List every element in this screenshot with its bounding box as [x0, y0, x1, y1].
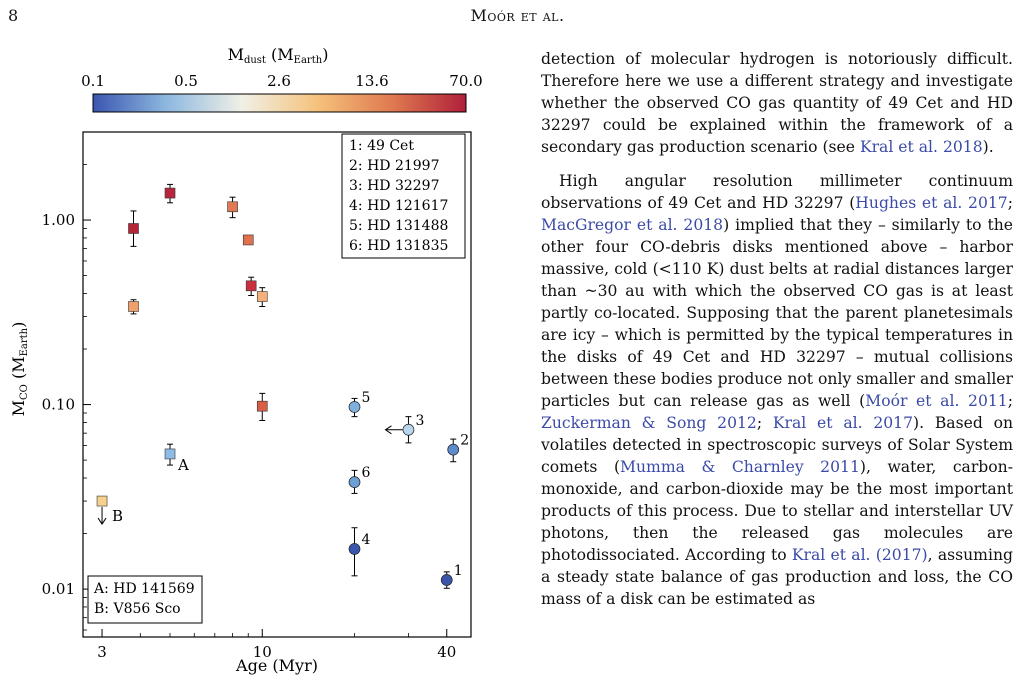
colorbar-tick-label: 13.6	[355, 72, 388, 90]
x-axis-label: Age (Myr)	[235, 656, 318, 675]
running-title-text: Moór et al.	[470, 6, 565, 25]
co-mass-vs-age-figure: Mdust (MEarth) 0.1 0.5 2.6 13.6 70.0 3 10 40 0.…	[9, 45, 483, 675]
paragraph-1: detection of molecular hydrogen is notor…	[541, 50, 1013, 156]
circle-data-point	[348, 543, 361, 555]
y-tick-label: 0.01	[42, 580, 75, 598]
legend-entry: 4: HD 121617	[349, 198, 448, 214]
point-label: 3	[415, 413, 424, 429]
colorbar-tick-label: 0.1	[81, 72, 105, 90]
circle-data-point	[447, 443, 460, 456]
colorbar-label-sub: dust	[244, 55, 266, 66]
circle-data-point	[440, 574, 453, 586]
running-title: Moór et al.	[0, 6, 1035, 25]
colorbar-label: Mdust (MEarth)	[228, 45, 329, 66]
colorbar-label-unit-close: )	[322, 45, 328, 64]
legend-numbers: 1: 49 Cet 2: HD 21997 3: HD 32297 4: HD 121…	[341, 133, 466, 259]
paragraph-2: High angular resolution millimeter conti…	[541, 172, 1013, 608]
square-data-point	[256, 400, 268, 412]
legend-entry: 2: HD 21997	[349, 158, 440, 174]
y-axis-label: MCO (MEarth)	[9, 322, 30, 417]
colorbar-tick-labels: 0.1 0.5 2.6 13.6 70.0	[81, 72, 483, 90]
point-label: A	[177, 456, 189, 474]
upper-limit-arrowhead	[97, 517, 107, 525]
citation-link[interactable]: Moór et al. 2011	[865, 392, 1008, 410]
citation-link[interactable]: Zuckerman & Song 2012	[541, 414, 757, 432]
point-label: 5	[361, 390, 370, 406]
y-tick-label: 0.10	[42, 396, 75, 414]
citation-link[interactable]: Hughes et al. 2017	[855, 194, 1008, 212]
x-tick-label: 10	[253, 643, 272, 661]
citation-link[interactable]: Kral et al. (2017)	[791, 546, 928, 564]
legend-entry: 1: 49 Cet	[349, 138, 414, 154]
plot-axes: 3 10 40 0.01 0.10 1.00	[42, 164, 456, 661]
citation-link[interactable]: Mumma & Charnley 2011	[620, 458, 860, 476]
square-data-point	[242, 234, 254, 246]
legend-entry: A: HD 141569	[93, 581, 195, 597]
square-data-point	[256, 291, 268, 302]
square-data-point	[245, 280, 257, 292]
plot-frame	[82, 131, 472, 638]
legend-entry: 3: HD 32297	[349, 178, 440, 194]
colorbar-tick-label: 0.5	[174, 72, 198, 90]
colorbar-label-main: M	[228, 45, 244, 64]
square-data-point	[128, 301, 139, 312]
x-tick-label: 40	[437, 643, 456, 661]
citation-link[interactable]: MacGregor et al. 2018	[541, 216, 724, 234]
body-text: detection of molecular hydrogen is notor…	[541, 48, 1013, 610]
colorbar-label-unit-open: (M	[266, 45, 294, 64]
point-label: 4	[361, 532, 370, 548]
y-tick-label: 1.00	[42, 211, 75, 229]
point-label: 2	[460, 433, 469, 449]
citation-link[interactable]: Kral et al. 2017	[772, 414, 914, 432]
plot-marks: B A 5 6 4 3 2 1	[96, 183, 469, 589]
colorbar-tick-label: 2.6	[267, 72, 291, 90]
legend-entry: 6: HD 131835	[349, 238, 448, 254]
x-tick-label: 3	[97, 643, 107, 661]
circle-data-point	[348, 401, 361, 413]
square-data-point	[227, 201, 238, 213]
point-label: 1	[454, 563, 463, 579]
colorbar	[92, 93, 467, 113]
legend-entry: B: V856 Sco	[94, 601, 181, 617]
page-number: 8	[8, 6, 19, 25]
square-data-point	[128, 223, 139, 234]
square-data-point	[164, 448, 176, 460]
circle-data-point	[402, 423, 415, 436]
lower-limit-arrowhead	[384, 425, 392, 435]
colorbar-label-unit-sub: Earth	[294, 55, 323, 66]
citation-link[interactable]: Kral et al. 2018	[859, 138, 983, 156]
legend-letters: A: HD 141569 B: V856 Sco	[87, 575, 203, 624]
point-label: 6	[361, 465, 370, 481]
colorbar-tick-label: 70.0	[449, 72, 482, 90]
circle-data-point	[348, 476, 361, 488]
point-label: B	[112, 507, 123, 525]
legend-entry: 5: HD 131488	[349, 218, 448, 234]
square-data-point	[96, 495, 108, 507]
square-data-point	[164, 187, 176, 199]
